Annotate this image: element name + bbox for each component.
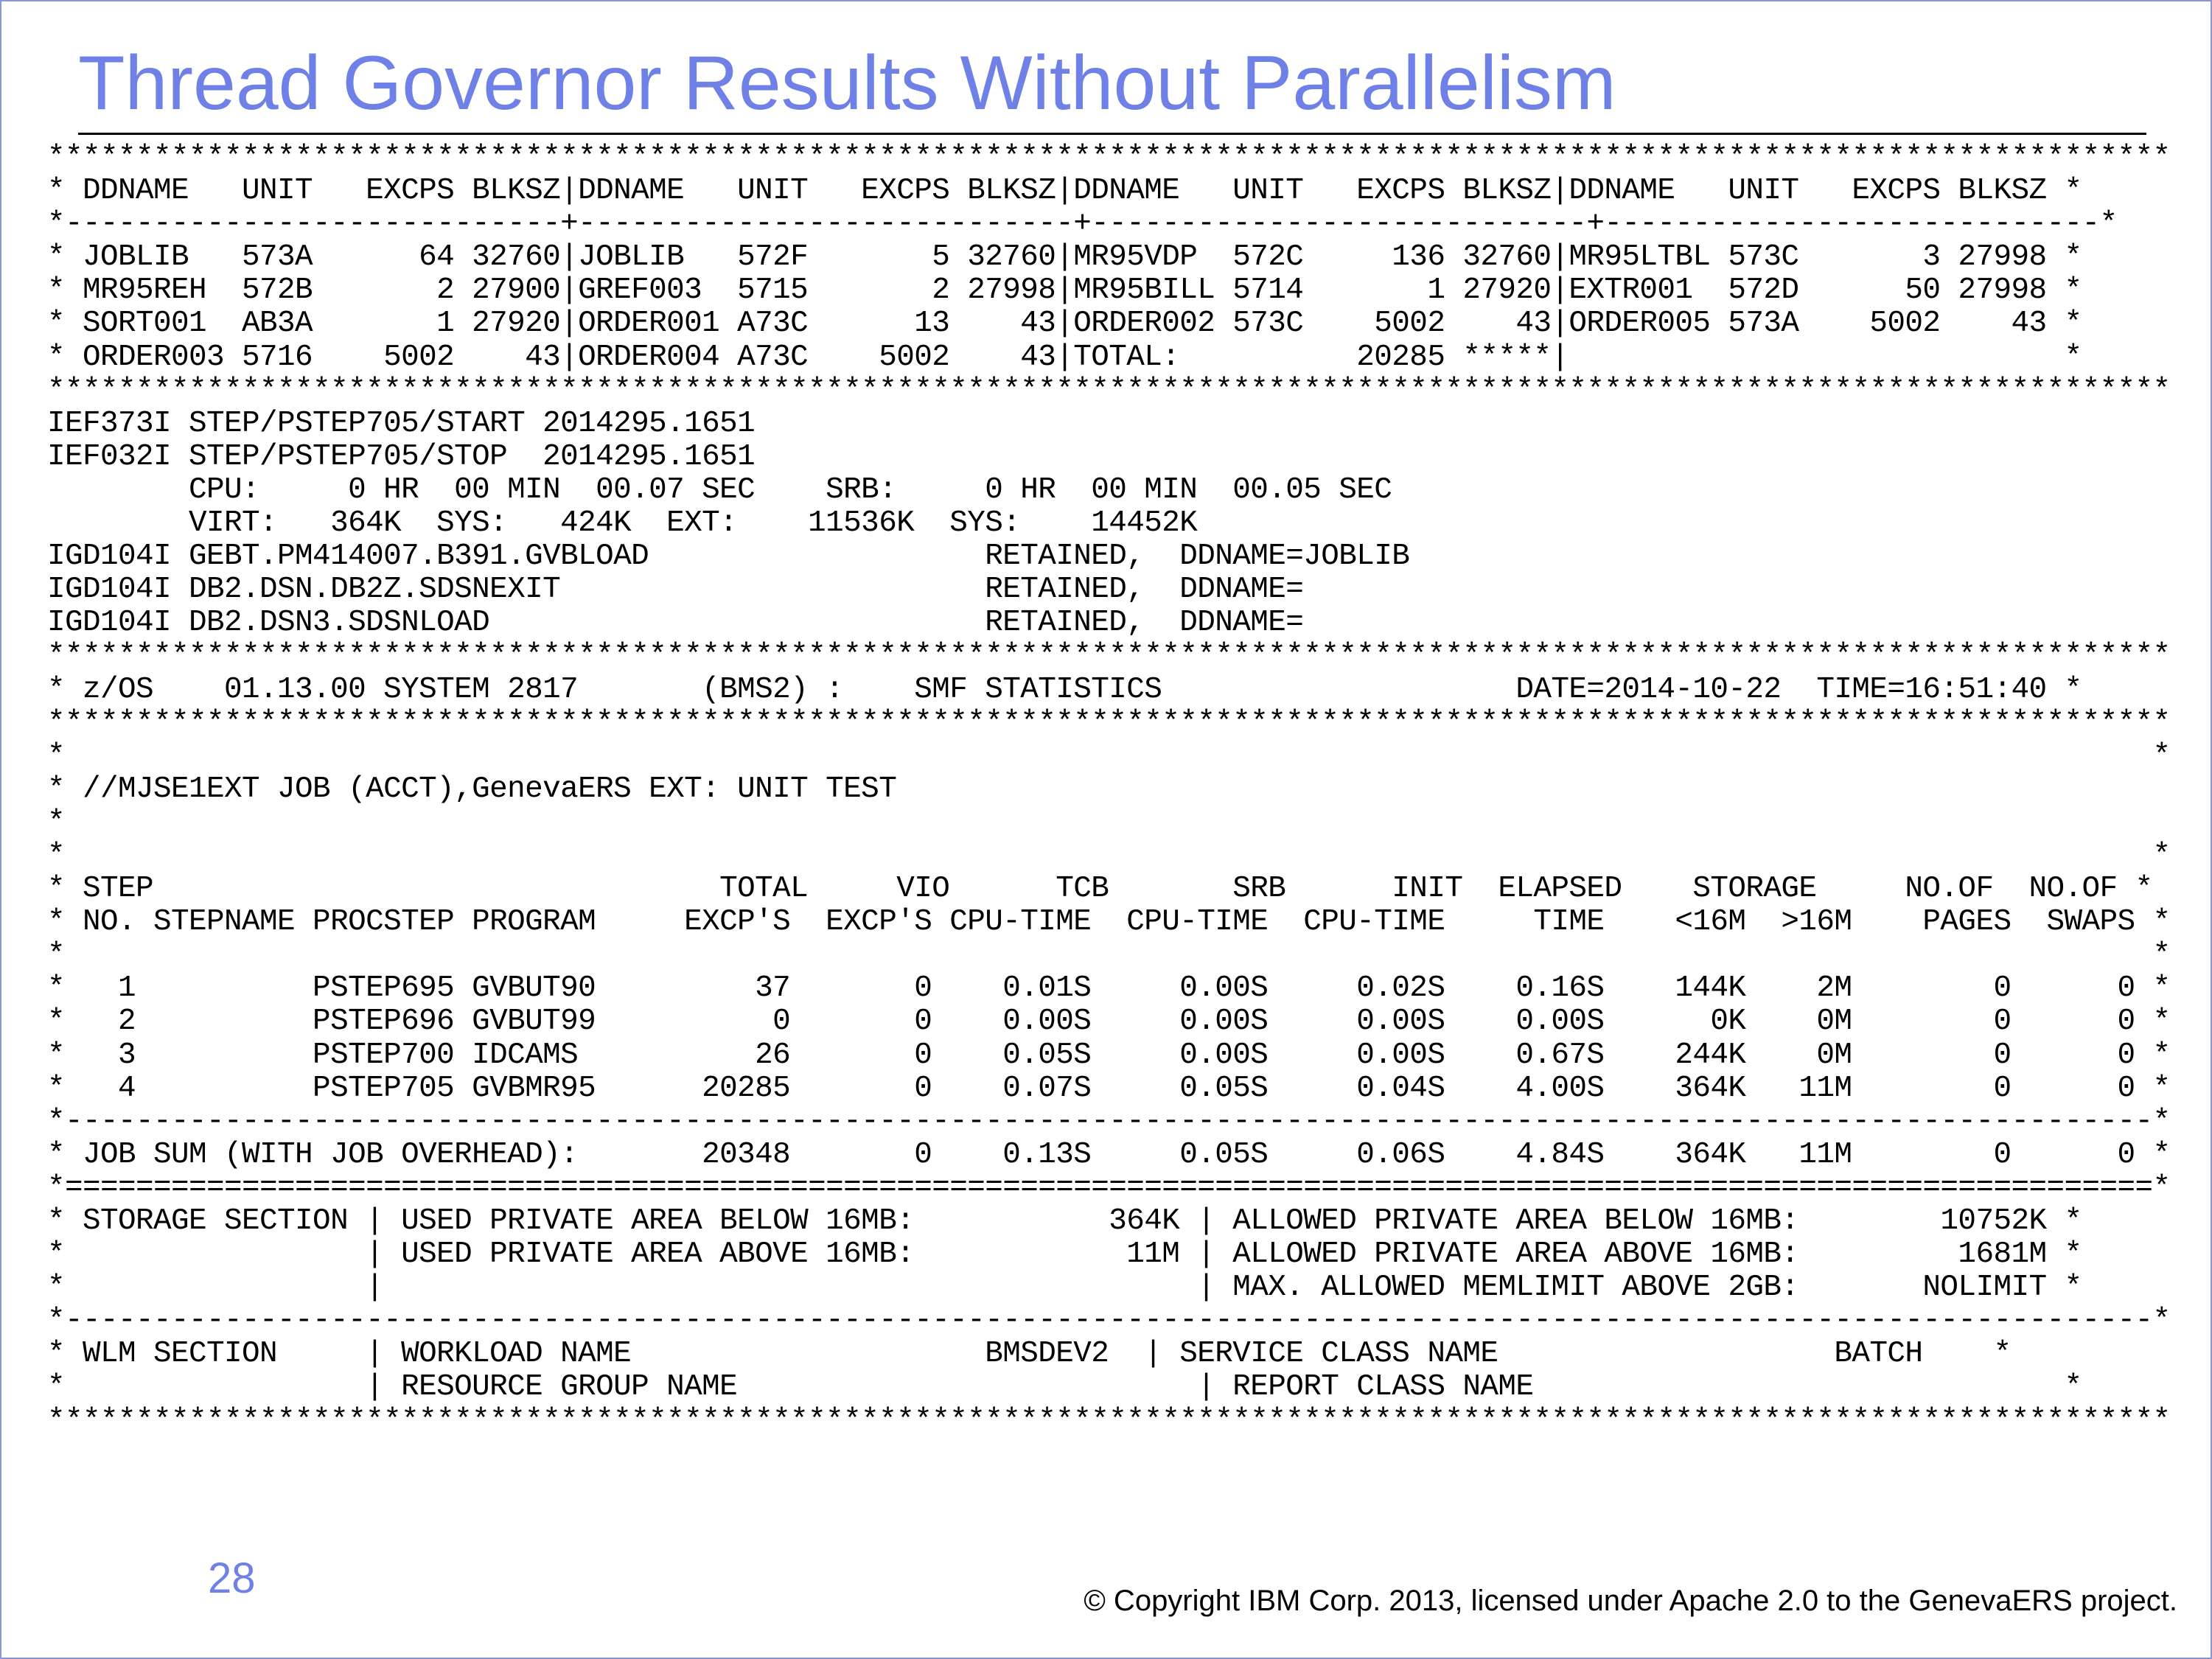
listing-line: ****************************************… [47,1403,2171,1438]
listing-line: * z/OS 01.13.00 SYSTEM 2817 (BMS2) : SMF… [47,672,2082,707]
listing-line: * * [47,938,2171,973]
listing-line: * SORT001 AB3A 1 27920|ORDER001 A73C 13 … [47,307,2082,341]
listing-line: * DDNAME UNIT EXCPS BLKSZ|DDNAME UNIT EX… [47,174,2082,209]
listing-line: ****************************************… [47,373,2171,408]
listing-line: * MR95REH 572B 2 27900|GREF003 5715 2 27… [47,273,2082,308]
listing-line: * * [47,738,2171,773]
copyright-notice: © Copyright IBM Corp. 2013, licensed und… [1084,1585,2177,1617]
listing-line: *---------------------------------------… [47,1304,2171,1338]
listing-line: * JOBLIB 573A 64 32760|JOBLIB 572F 5 327… [47,240,2082,275]
slide-title: Thread Governor Results Without Parallel… [78,41,1616,126]
listing-line: IGD104I GEBT.PM414007.B391.GVBLOAD RETAI… [47,539,1410,574]
listing-line: *---------------------------------------… [47,1104,2171,1139]
listing-line: ****************************************… [47,141,2171,175]
listing-line: * STEP TOTAL VIO TCB SRB INIT ELAPSED ST… [47,872,2153,907]
listing-line: IGD104I DB2.DSN.DB2Z.SDSNEXIT RETAINED, … [47,573,1304,607]
listing-line: * 4 PSTEP705 GVBMR95 20285 0 0.07S 0.05S… [47,1071,2171,1106]
listing-line: ****************************************… [47,705,2171,740]
listing-line: * [47,805,66,839]
listing-line: VIRT: 364K SYS: 424K EXT: 11536K SYS: 14… [47,506,1198,541]
listing-line: * ORDER003 5716 5002 43|ORDER004 A73C 50… [47,340,2082,374]
listing-line: * 2 PSTEP696 GVBUT99 0 0 0.00S 0.00S 0.0… [47,1005,2171,1039]
job-output-listing: ****************************************… [47,141,2171,1438]
listing-line: * 3 PSTEP700 IDCAMS 26 0 0.05S 0.00S 0.0… [47,1038,2171,1072]
listing-line: * NO. STEPNAME PROCSTEP PROGRAM EXCP'S E… [47,905,2171,940]
listing-line: ****************************************… [47,639,2171,674]
listing-line: IGD104I DB2.DSN3.SDSNLOAD RETAINED, DDNA… [47,606,1304,640]
listing-line: * | RESOURCE GROUP NAME | REPORT CLASS N… [47,1370,2082,1405]
listing-line: CPU: 0 HR 00 MIN 00.07 SEC SRB: 0 HR 00 … [47,472,1392,507]
listing-line: * 1 PSTEP695 GVBUT90 37 0 0.01S 0.00S 0.… [47,971,2171,1006]
listing-line: * | | MAX. ALLOWED MEMLIMIT ABOVE 2GB: N… [47,1271,2082,1305]
title-underline [78,133,2146,135]
listing-line: * STORAGE SECTION | USED PRIVATE AREA BE… [47,1204,2082,1238]
listing-line: * WLM SECTION | WORKLOAD NAME BMSDEV2 | … [47,1337,2012,1372]
listing-line: IEF373I STEP/PSTEP705/START 2014295.1651 [47,406,756,441]
listing-line: * * [47,838,2171,873]
listing-line: * | USED PRIVATE AREA ABOVE 16MB: 11M | … [47,1237,2082,1272]
listing-line: *=======================================… [47,1170,2171,1205]
page-number: 28 [208,1554,256,1602]
listing-line: * JOB SUM (WITH JOB OVERHEAD): 20348 0 0… [47,1137,2171,1172]
listing-line: *----------------------------+----------… [47,207,2118,242]
listing-line: * //MJSE1EXT JOB (ACCT),GenevaERS EXT: U… [47,772,897,806]
listing-line: IEF032I STEP/PSTEP705/STOP 2014295.1651 [47,439,756,474]
